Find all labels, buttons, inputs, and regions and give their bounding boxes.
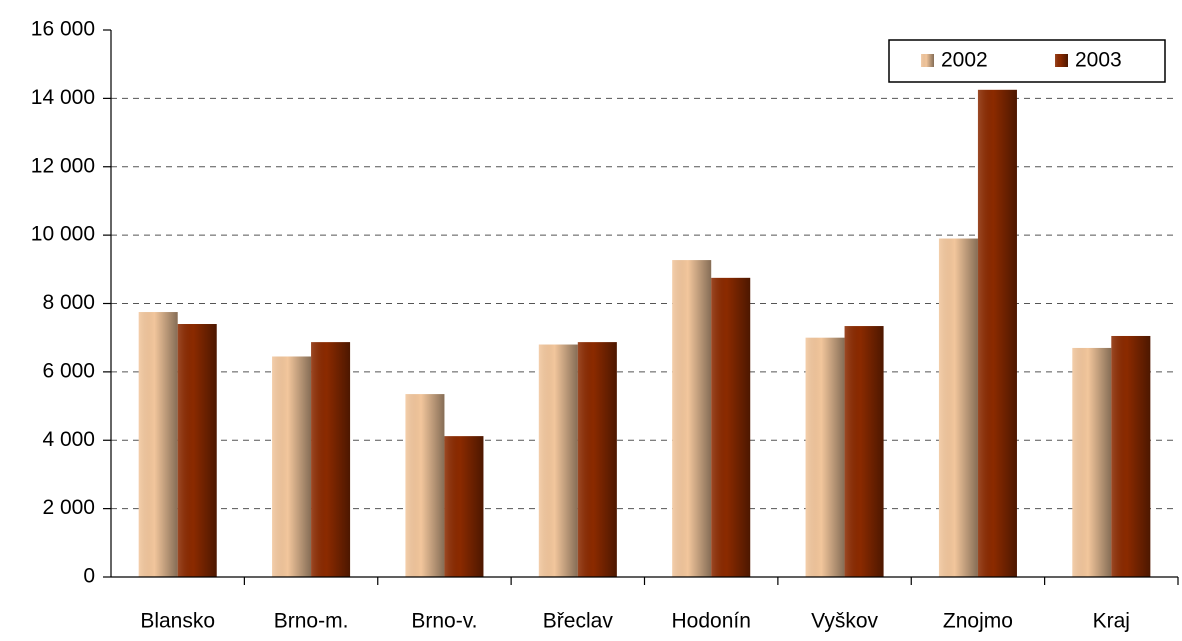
bar-shade [711, 277, 751, 577]
y-tick-label: 12 000 [31, 154, 95, 177]
x-tick-label: Blansko [140, 610, 215, 633]
x-tick-label: Kraj [1093, 610, 1130, 633]
y-tick-label: 2 000 [42, 496, 95, 519]
x-tick-label: Vyškov [811, 610, 878, 633]
legend-label: 2003 [1075, 49, 1122, 72]
legend-box [888, 39, 1166, 83]
y-tick-label: 8 000 [42, 291, 95, 314]
x-tick-label: Brno-m. [274, 610, 349, 633]
y-tick-label: 10 000 [31, 223, 95, 246]
bar-shade [1111, 335, 1151, 577]
bar-shade [977, 89, 1017, 577]
legend-label: 2002 [941, 49, 988, 72]
bar-shade [805, 337, 845, 577]
bar-shade [272, 356, 312, 577]
bar-shade [444, 436, 484, 577]
bar-shade [311, 342, 351, 577]
bar-shade [672, 260, 712, 577]
bar-shade [844, 326, 884, 577]
x-tick-label: Brno-v. [411, 610, 477, 633]
x-tick-label: Břeclav [543, 610, 614, 633]
y-tick-label: 14 000 [31, 86, 95, 109]
bar-shade [405, 394, 445, 577]
bar-shade [138, 312, 178, 577]
y-tick-label: 0 [83, 565, 95, 588]
y-tick-label: 6 000 [42, 359, 95, 382]
x-tick-label: Hodonín [671, 610, 750, 633]
legend-swatch-shade [1055, 54, 1068, 67]
bar-shade [938, 238, 978, 577]
x-tick-label: Znojmo [943, 610, 1013, 633]
y-tick-label: 16 000 [31, 18, 95, 41]
bar-shade [1072, 347, 1112, 577]
bar-shade [538, 344, 578, 577]
legend-swatch-shade [921, 54, 934, 67]
y-tick-label: 4 000 [42, 428, 95, 451]
bar-shade [177, 324, 217, 577]
bar-shade [577, 342, 617, 577]
